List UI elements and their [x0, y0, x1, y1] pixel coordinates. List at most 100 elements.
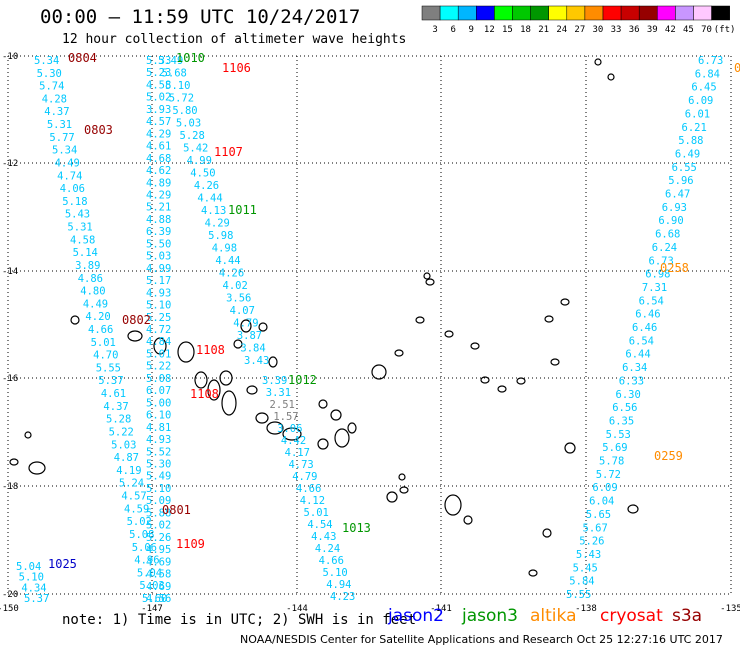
mission-altika: altika [530, 606, 577, 626]
island-outline [399, 486, 409, 494]
island-outline [219, 370, 233, 386]
wave-height-value: 4.23 [330, 591, 355, 603]
x-tick-label: -135 [720, 604, 740, 614]
wave-height-value: 6.73 [698, 55, 723, 67]
island-outline [398, 473, 406, 481]
wave-height-value: 6.49 [675, 148, 700, 160]
wave-height-value: 4.86 [78, 273, 103, 285]
island-outline [255, 412, 269, 424]
wave-height-value: 4.96 [134, 555, 159, 567]
wave-height-value: 6.54 [629, 335, 654, 347]
wave-height-value: 5.01 [146, 348, 171, 360]
wave-height-value: 3.43 [244, 355, 269, 367]
x-tick-label: -147 [141, 604, 163, 614]
wave-height-value: 4.17 [285, 447, 310, 459]
wave-height-value: 4.49 [55, 157, 80, 169]
wave-height-value: 4.79 [292, 471, 317, 483]
wave-height-value: 3.93 [146, 104, 171, 116]
island-outline [240, 319, 252, 333]
mission-cryosat: cryosat [600, 606, 663, 626]
island-outline [542, 528, 552, 538]
island-outline [9, 458, 19, 466]
wave-height-value: 1.57 [273, 411, 298, 423]
colorbar-label: 24 [556, 25, 567, 35]
island-outline [470, 342, 480, 350]
island-outline [233, 339, 243, 349]
wave-height-value: 6.07 [146, 385, 171, 397]
wave-height-value: 4.54 [307, 519, 332, 531]
wave-height-value: 5.78 [599, 456, 624, 468]
pass-label: 1108 [190, 387, 219, 401]
colorbar-label: 33 [611, 25, 622, 35]
wave-height-value: 5.26 [579, 536, 604, 548]
colorbar-swatch [421, 5, 441, 21]
wave-height-value: 6.47 [665, 189, 690, 201]
colorbar-swatch [584, 5, 604, 21]
wave-height-value: 5.53 [606, 429, 631, 441]
island-outline [497, 385, 507, 393]
footnote: note: 1) Time is in UTC; 2) SWH is in fe… [62, 612, 417, 628]
wave-height-value: 4.57 [121, 491, 146, 503]
wave-height-value: 4.98 [212, 243, 237, 255]
wave-height-value: 4.50 [190, 168, 215, 180]
pass-label: 0802 [122, 313, 151, 327]
wave-height-value: 4.94 [326, 579, 351, 591]
wave-height-value: 4.66 [296, 483, 321, 495]
island-outline [127, 330, 143, 342]
wave-height-value: 6.09 [688, 95, 713, 107]
colorbar-label: 9 [469, 25, 474, 35]
wave-height-value: 4.58 [70, 234, 95, 246]
y-tick-label: -18 [2, 482, 18, 492]
wave-height-value: 5.17 [146, 275, 171, 287]
wave-height-value: 6.24 [652, 242, 677, 254]
island-outlines [9, 58, 639, 577]
wave-height-value: 5.10 [146, 483, 171, 495]
wave-height-value: 5.42 [183, 143, 208, 155]
island-outline [268, 356, 278, 368]
wave-height-value: 5.09 [146, 495, 171, 507]
island-outline [564, 442, 576, 454]
mission-jason2: jason2 [388, 606, 444, 626]
island-outline [371, 364, 387, 380]
island-outline [444, 330, 454, 338]
colorbar-label: 3 [432, 25, 437, 35]
wave-height-value: 5.30 [146, 459, 171, 471]
colorbar-swatch [711, 5, 730, 21]
wave-height-value: 4.69 [146, 556, 171, 568]
colorbar-label: 12 [484, 25, 495, 35]
wave-height-value: 6.44 [625, 349, 650, 361]
axis-tick-labels: -150 -147 -144 -141 -138 -135 -10 -12 -14 -16 -18 -… [0, 52, 740, 614]
wave-height-value: 5.60 [142, 593, 167, 605]
wave-height-value: 5.08 [129, 529, 154, 541]
wave-height-value: 5.30 [37, 68, 62, 80]
pass-label: 0803 [84, 123, 113, 137]
wave-height-value: 6.21 [682, 122, 707, 134]
wave-height-value: 5.28 [106, 414, 131, 426]
wave-height-value: 4.07 [230, 305, 255, 317]
pass-label: 0801 [162, 503, 191, 517]
colorbar-swatch [548, 5, 568, 21]
colorbar-swatch [638, 5, 658, 21]
wave-height-value: 4.34 [21, 582, 46, 594]
colorbar-swatch [439, 5, 459, 21]
wave-height-value: 3.06 [277, 423, 302, 435]
colorbar-label: 27 [574, 25, 585, 35]
wave-height-value: 5.28 [180, 130, 205, 142]
pass-label: 1010 [176, 51, 205, 65]
island-outline [177, 341, 195, 363]
wave-height-value: 6.33 [619, 375, 644, 387]
pass-label: 0258 [660, 261, 689, 275]
wave-height-value: 4.29 [146, 128, 171, 140]
x-tick-label: -138 [575, 604, 597, 614]
wave-height-value: 5.10 [19, 572, 44, 584]
island-outline [423, 272, 431, 280]
island-outline [425, 278, 435, 286]
wave-height-value: 4.74 [57, 170, 82, 182]
island-outline [194, 371, 208, 389]
wave-height-value: 5.25 [146, 312, 171, 324]
wave-height-value: 5.31 [47, 119, 72, 131]
island-outline [28, 461, 46, 475]
credit-line: NOAA/NESDIS Center for Satellite Applica… [240, 633, 723, 646]
island-outline [386, 491, 398, 503]
